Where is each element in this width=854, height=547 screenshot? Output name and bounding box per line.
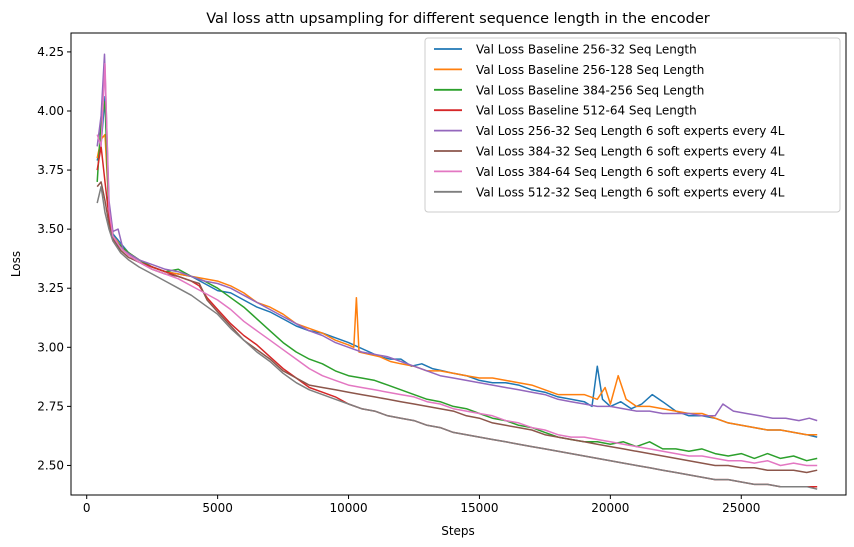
y-tick-label: 3.50 [37,222,64,236]
legend: Val Loss Baseline 256-32 Seq Length Val L… [424,37,841,213]
y-axis-title: Loss [9,251,23,277]
legend-label: Val Loss Baseline 256-32 Seq Length [476,43,697,57]
x-tick-label: 0 [83,501,91,515]
legend-label: Val Loss 384-64 Seq Length 6 soft expert… [476,165,785,179]
legend-label: Val Loss 512-32 Seq Length 6 soft expert… [476,185,785,199]
series-line [96,185,818,490]
legend-label: Val Loss 384-32 Seq Length 6 soft expert… [476,145,785,159]
x-tick-label: 15000 [460,501,498,515]
y-tick-label: 3.75 [37,163,64,177]
x-tick-label: 10000 [329,501,367,515]
legend-box [424,37,841,213]
series-line [96,62,818,467]
series-layer [96,53,818,490]
series-line [96,53,818,422]
y-tick-label: 3.00 [37,340,64,354]
legend-label: Val Loss 256-32 Seq Length 6 soft expert… [476,124,785,138]
series-line [96,181,818,474]
legend-label: Val Loss Baseline 256-128 Seq Length [476,63,704,77]
axes-layer: 0 5000 10000 15000 20000 25000 2.50 2.75 3.00 3.2… [37,45,760,515]
y-tick-label: 2.75 [37,399,64,413]
legend-label: Val Loss Baseline 512-64 Seq Length [476,104,697,118]
x-tick-label: 20000 [591,501,629,515]
y-tick-label: 2.50 [37,458,64,472]
x-axis-title: Steps [441,524,475,538]
legend-label: Val Loss Baseline 384-256 Seq Length [476,83,704,97]
series-line [96,100,818,462]
chart-title: Val loss attn upsampling for different s… [206,11,710,27]
y-tick-label: 4.25 [37,45,64,59]
y-tick-label: 3.25 [37,281,64,295]
x-tick-label: 5000 [202,501,233,515]
plot-frame [70,32,847,496]
x-tick-label: 25000 [722,501,760,515]
y-tick-label: 4.00 [37,104,64,118]
